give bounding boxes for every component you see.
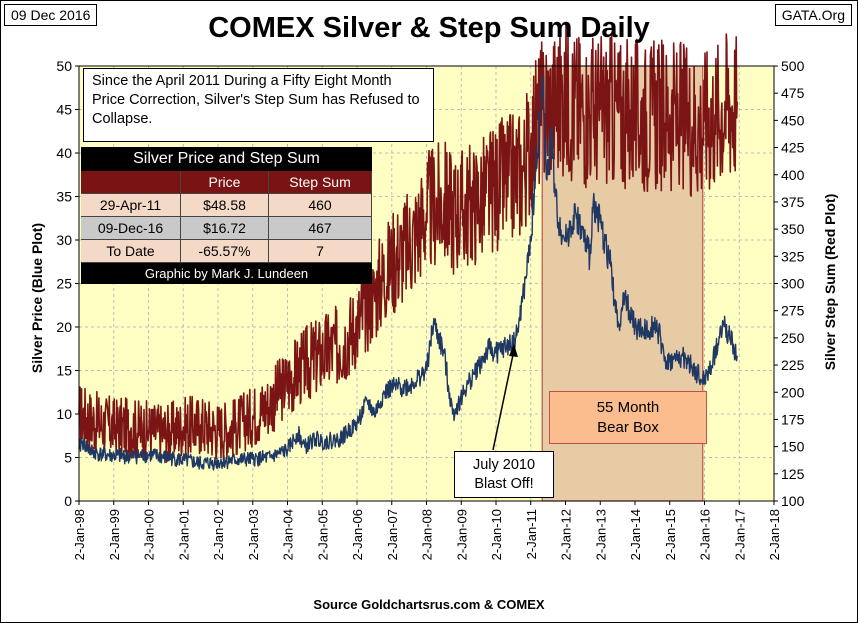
- annotation-note: Since the April 2011 During a Fifty Eigh…: [83, 68, 434, 142]
- y-right-tick-label: 375: [781, 194, 805, 210]
- y-left-tick-label: 25: [56, 276, 72, 292]
- x-tick-label: 2-Jan-13: [593, 509, 608, 560]
- x-tick-label: 2-Jan-02: [211, 509, 226, 560]
- x-tick-label: 2-Jan-18: [767, 509, 782, 560]
- x-tick-label: 2-Jan-06: [350, 509, 365, 560]
- table-header-cell: Price: [181, 171, 269, 194]
- table-cell: -65.57%: [181, 240, 269, 263]
- x-tick-label: 2-Jan-17: [732, 509, 747, 560]
- x-tick-label: 2-Jan-07: [385, 509, 400, 560]
- y-right-tick-label: 450: [781, 112, 805, 128]
- blast-off-arrowhead: [509, 344, 518, 357]
- y-right-tick-label: 150: [781, 439, 805, 455]
- y-right-tick-label: 175: [781, 411, 805, 427]
- x-tick-label: 2-Jan-03: [246, 509, 261, 560]
- y-left-tick-label: 30: [56, 232, 72, 248]
- blast-off-line: July 2010: [472, 457, 536, 473]
- blast-off-line: Blast Off!: [474, 476, 534, 492]
- site-label: GATA.Org: [774, 4, 852, 26]
- y-axis-left-label: Silver Price (Blue Plot): [29, 222, 45, 374]
- y-left-tick-label: 20: [56, 319, 72, 335]
- x-tick-label: 2-Jan-16: [698, 509, 713, 560]
- y-left-tick-label: 40: [56, 145, 72, 161]
- y-left-tick-label: 15: [56, 363, 72, 379]
- x-tick-label: 2-Jan-14: [628, 509, 643, 560]
- x-tick-label: 2-Jan-08: [420, 509, 435, 560]
- table-cell: To Date: [81, 240, 181, 263]
- blast-off-label: July 2010 Blast Off!: [454, 451, 554, 498]
- y-right-tick-label: 325: [781, 248, 805, 264]
- blast-off-arrow: [492, 349, 515, 451]
- y-right-tick-label: 225: [781, 357, 805, 373]
- chart-title: COMEX Silver & Step Sum Daily: [208, 12, 650, 44]
- table-cell: 09-Dec-16: [81, 217, 181, 240]
- y-left-tick-label: 50: [56, 58, 72, 74]
- x-tick-label: 2-Jan-10: [489, 509, 504, 560]
- table-header-row: Price Step Sum: [81, 171, 372, 194]
- x-tick-label: 2-Jan-99: [107, 509, 122, 560]
- date-label: 09 Dec 2016: [4, 4, 98, 26]
- y-left-tick-label: 5: [64, 450, 72, 466]
- x-tick-label: 2-Jan-09: [454, 509, 469, 560]
- series-line-silver-price: [78, 74, 738, 471]
- y-right-tick-label: 200: [781, 384, 805, 400]
- table-row: To Date -65.57% 7: [81, 240, 372, 263]
- y-left-tick-label: 10: [56, 406, 72, 422]
- bear-box-line: 55 Month: [596, 399, 660, 416]
- table-cell: $48.58: [181, 194, 269, 217]
- x-tick-label: 2-Jan-15: [663, 509, 678, 560]
- table-header-cell: [81, 171, 181, 194]
- table-row: 09-Dec-16 $16.72 467: [81, 217, 372, 240]
- table-row: 29-Apr-11 $48.58 460: [81, 194, 372, 217]
- y-axis-right-label: Silver Step Sum (Red Plot): [822, 193, 838, 371]
- y-right-tick-label: 100: [781, 493, 805, 509]
- table-cell: 7: [269, 240, 372, 263]
- table-cell: 460: [269, 194, 372, 217]
- y-left-tick-label: 0: [64, 493, 72, 509]
- x-tick-label: 2-Jan-05: [315, 509, 330, 560]
- y-right-tick-label: 500: [781, 58, 805, 74]
- series-line-step-sum: [78, 23, 738, 463]
- y-right-tick-label: 475: [781, 85, 805, 101]
- y-right-tick-label: 275: [781, 303, 805, 319]
- table-title: Silver Price and Step Sum: [81, 147, 372, 171]
- x-tick-label: 2-Jan-11: [524, 509, 539, 559]
- x-tick-label: 2-Jan-00: [142, 509, 157, 560]
- summary-table: Silver Price and Step Sum Price Step Sum…: [81, 147, 372, 284]
- y-right-tick-label: 400: [781, 167, 805, 183]
- y-left-tick-label: 45: [56, 102, 72, 118]
- y-right-tick-label: 250: [781, 330, 805, 346]
- table-cell: 29-Apr-11: [81, 194, 181, 217]
- table-header-cell: Step Sum: [269, 171, 372, 194]
- table-cell: $16.72: [181, 217, 269, 240]
- source-label: Source Goldchartsrus.com & COMEX: [313, 597, 545, 612]
- x-tick-label: 2-Jan-01: [176, 509, 191, 560]
- bear-box-label: 55 Month Bear Box: [549, 391, 707, 444]
- y-right-tick-label: 125: [781, 466, 805, 482]
- table-cell: 467: [269, 217, 372, 240]
- y-left-tick-label: 35: [56, 189, 72, 205]
- y-right-tick-label: 350: [781, 221, 805, 237]
- x-tick-label: 2-Jan-04: [281, 509, 296, 560]
- y-right-tick-label: 425: [781, 140, 805, 156]
- table-footer: Graphic by Mark J. Lundeen: [81, 263, 372, 284]
- x-tick-label: 2-Jan-12: [559, 509, 574, 560]
- x-tick-label: 2-Jan-98: [72, 509, 87, 560]
- bear-box-line: Bear Box: [597, 419, 659, 436]
- y-right-tick-label: 300: [781, 276, 805, 292]
